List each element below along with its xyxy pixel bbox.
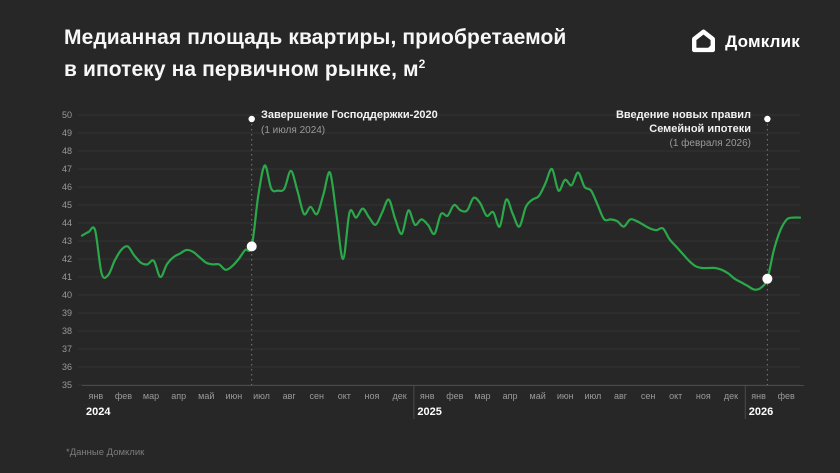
month-label: окт	[669, 391, 682, 401]
month-label: апр	[503, 391, 518, 401]
page-title-line1: Медианная площадь квартиры, приобретаемо…	[64, 26, 567, 49]
month-label: май	[198, 391, 214, 401]
annotation-family-mortgage-title2: Семейной ипотеки	[649, 122, 751, 135]
month-label: янв	[420, 391, 435, 401]
month-label: фев	[446, 391, 463, 401]
y-axis-label: 35	[62, 380, 72, 390]
domclick-house-icon	[692, 29, 716, 53]
y-axis-label: 41	[62, 272, 72, 282]
y-axis-label: 44	[62, 218, 72, 228]
series-line	[80, 164, 802, 291]
month-label: сен	[309, 391, 324, 401]
month-label: июл	[253, 391, 270, 401]
annotation-family-mortgage: Введение новых правил Семейной ипотеки (…	[616, 109, 751, 150]
month-label: мар	[474, 391, 490, 401]
event-dot	[764, 115, 771, 123]
year-label: 2026	[749, 406, 773, 418]
y-axis-label: 46	[62, 182, 72, 192]
y-axis-label: 45	[62, 200, 72, 210]
event-dot	[248, 115, 255, 123]
page-title-line2: в ипотеку на первичном рынке, м2	[64, 57, 426, 81]
y-axis-label: 40	[62, 290, 72, 300]
month-label: мар	[143, 391, 159, 401]
y-axis-label: 47	[62, 164, 72, 174]
square-meter-superscript: 2	[418, 57, 426, 71]
annotation-family-mortgage-date: (1 февраля 2026)	[669, 138, 752, 149]
month-label: авг	[614, 391, 628, 401]
y-axis-label: 36	[62, 362, 72, 372]
y-axis-label: 37	[62, 344, 72, 354]
month-label: окт	[338, 391, 351, 401]
month-label: апр	[171, 391, 186, 401]
year-label: 2025	[417, 406, 441, 418]
y-axis-label: 42	[62, 254, 72, 264]
annotation-subsidy-end-title: Завершение Господдержки-2020	[261, 109, 438, 121]
page-title: Медианная площадь квартиры, приобретаемо…	[64, 24, 566, 83]
y-axis-label: 50	[62, 110, 72, 120]
month-label: ноя	[696, 391, 711, 401]
month-label: июл	[584, 391, 601, 401]
annotation-family-mortgage-title1: Введение новых правил	[615, 109, 751, 121]
month-label: янв	[751, 391, 766, 401]
month-label: май	[530, 391, 546, 401]
month-label: фев	[115, 391, 132, 401]
y-axis-label: 38	[62, 326, 72, 336]
month-label: дек	[392, 391, 406, 401]
annotation-subsidy-end-date: (1 июля 2024)	[261, 124, 326, 136]
month-label: авг	[283, 391, 297, 401]
month-label: июн	[226, 391, 243, 401]
year-label: 2024	[86, 406, 111, 418]
y-axis-label: 48	[62, 146, 72, 156]
annotation-subsidy-end: Завершение Господдержки-2020 (1 июля 202…	[261, 109, 438, 137]
data-source-note: *Данные Домклик	[66, 447, 145, 458]
marker-dot	[246, 241, 257, 252]
domclick-logo: Домклик	[690, 28, 800, 55]
marker-dot	[762, 273, 773, 284]
month-label: сен	[641, 391, 656, 401]
domclick-logo-text: Домклик	[725, 31, 800, 51]
month-label: июн	[557, 391, 574, 401]
month-label: дек	[724, 391, 738, 401]
y-axis-label: 43	[62, 236, 72, 246]
y-axis-label: 49	[62, 128, 72, 138]
month-label: фев	[778, 391, 795, 401]
y-axis-label: 39	[62, 308, 72, 318]
month-label: янв	[88, 391, 103, 401]
month-label: ноя	[365, 391, 380, 401]
